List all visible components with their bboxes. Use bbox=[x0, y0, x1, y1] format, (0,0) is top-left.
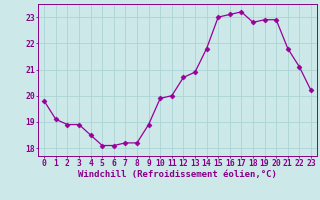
X-axis label: Windchill (Refroidissement éolien,°C): Windchill (Refroidissement éolien,°C) bbox=[78, 170, 277, 179]
